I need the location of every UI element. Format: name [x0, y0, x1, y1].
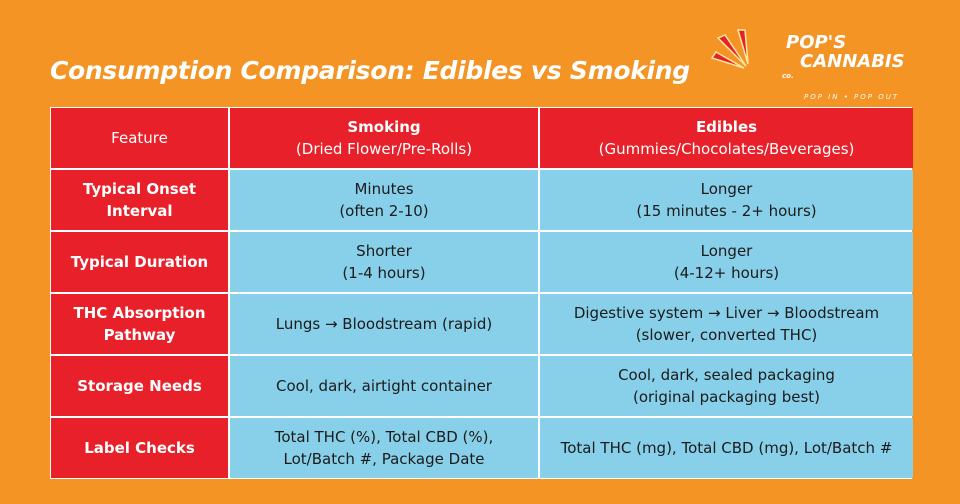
table-cell: Total THC (mg), Total CBD (mg), Lot/Batc…	[540, 418, 913, 478]
table-cell: Minutes (often 2-10)	[230, 170, 538, 230]
table-cell: Edibles (Gummies/Chocolates/Beverages)	[540, 108, 913, 168]
cell-text: (slower, converted THC)	[635, 326, 818, 344]
cell-text: Longer	[700, 180, 753, 198]
cell-text: Feature	[111, 129, 168, 147]
cell-text: Total THC (mg), Total CBD (mg), Lot/Batc…	[560, 439, 893, 457]
cell-text: Shorter	[356, 242, 412, 260]
table-cell: Feature	[51, 108, 228, 168]
comparison-table: Feature Smoking (Dried Flower/Pre-Rolls) Ed…	[50, 107, 913, 479]
table-cell: Lungs → Bloodstream (rapid)	[230, 294, 538, 354]
table-cell: THC Absorption Pathway	[51, 294, 228, 354]
table-cell: Storage Needs	[51, 356, 228, 416]
table-cell: Longer (4-12+ hours)	[540, 232, 913, 292]
table-cell: Label Checks	[51, 418, 228, 478]
cell-text: Lot/Batch #, Package Date	[283, 450, 485, 468]
cell-text: (Dried Flower/Pre-Rolls)	[295, 140, 473, 158]
cell-text: Smoking	[347, 118, 421, 136]
logo-burst	[710, 29, 749, 69]
logo-tagline: POP IN • POP OUT	[804, 93, 900, 101]
cell-text: (original packaging best)	[632, 388, 821, 406]
table-cell: Digestive system → Liver → Bloodstream (s…	[540, 294, 913, 354]
cell-text: Interval	[106, 202, 173, 220]
cell-text: Typical Onset	[82, 180, 197, 198]
table-cell: Cool, dark, airtight container	[230, 356, 538, 416]
table-cell: Cool, dark, sealed packaging (original pa…	[540, 356, 913, 416]
title: Consumption Comparison: Edibles vs Smoki…	[50, 56, 690, 85]
cell-text: (15 minutes - 2+ hours)	[636, 202, 817, 220]
cell-text: Lungs → Bloodstream (rapid)	[275, 315, 493, 333]
cell-text: Longer	[700, 242, 753, 260]
cell-text: Label Checks	[84, 439, 195, 457]
cell-text: Total THC (%), Total CBD (%),	[274, 428, 494, 446]
cell-text: Minutes	[354, 180, 414, 198]
cell-text: (4-12+ hours)	[673, 264, 780, 282]
logo-text: CANNABIS	[800, 51, 905, 72]
cell-text: Storage Needs	[77, 377, 202, 395]
table-cell: Shorter (1-4 hours)	[230, 232, 538, 292]
logo-suffix: co.	[782, 72, 794, 80]
cell-text: THC Absorption	[73, 304, 206, 322]
cell-text: Typical Duration	[70, 253, 209, 271]
cell-text: (often 2-10)	[339, 202, 429, 220]
table-cell: Total THC (%), Total CBD (%), Lot/Batch #…	[230, 418, 538, 478]
cell-text: (1-4 hours)	[342, 264, 426, 282]
table-cell: Typical Onset Interval	[51, 170, 228, 230]
logo-text: POP'S	[786, 32, 847, 53]
cell-text: (Gummies/Chocolates/Beverages)	[598, 140, 855, 158]
table-cell: Smoking (Dried Flower/Pre-Rolls)	[230, 108, 538, 168]
table-cell: Typical Duration	[51, 232, 228, 292]
table-cell: Longer (15 minutes - 2+ hours)	[540, 170, 913, 230]
cell-text: Cool, dark, airtight container	[276, 377, 492, 395]
cell-text: Edibles	[695, 118, 758, 136]
cell-text: Digestive system → Liver → Bloodstream	[573, 304, 880, 322]
cell-text: Cool, dark, sealed packaging	[618, 366, 835, 384]
logo: POP'S CANNABIS co. POP IN • POP OUT	[780, 32, 910, 102]
cell-text: Pathway	[103, 326, 176, 344]
